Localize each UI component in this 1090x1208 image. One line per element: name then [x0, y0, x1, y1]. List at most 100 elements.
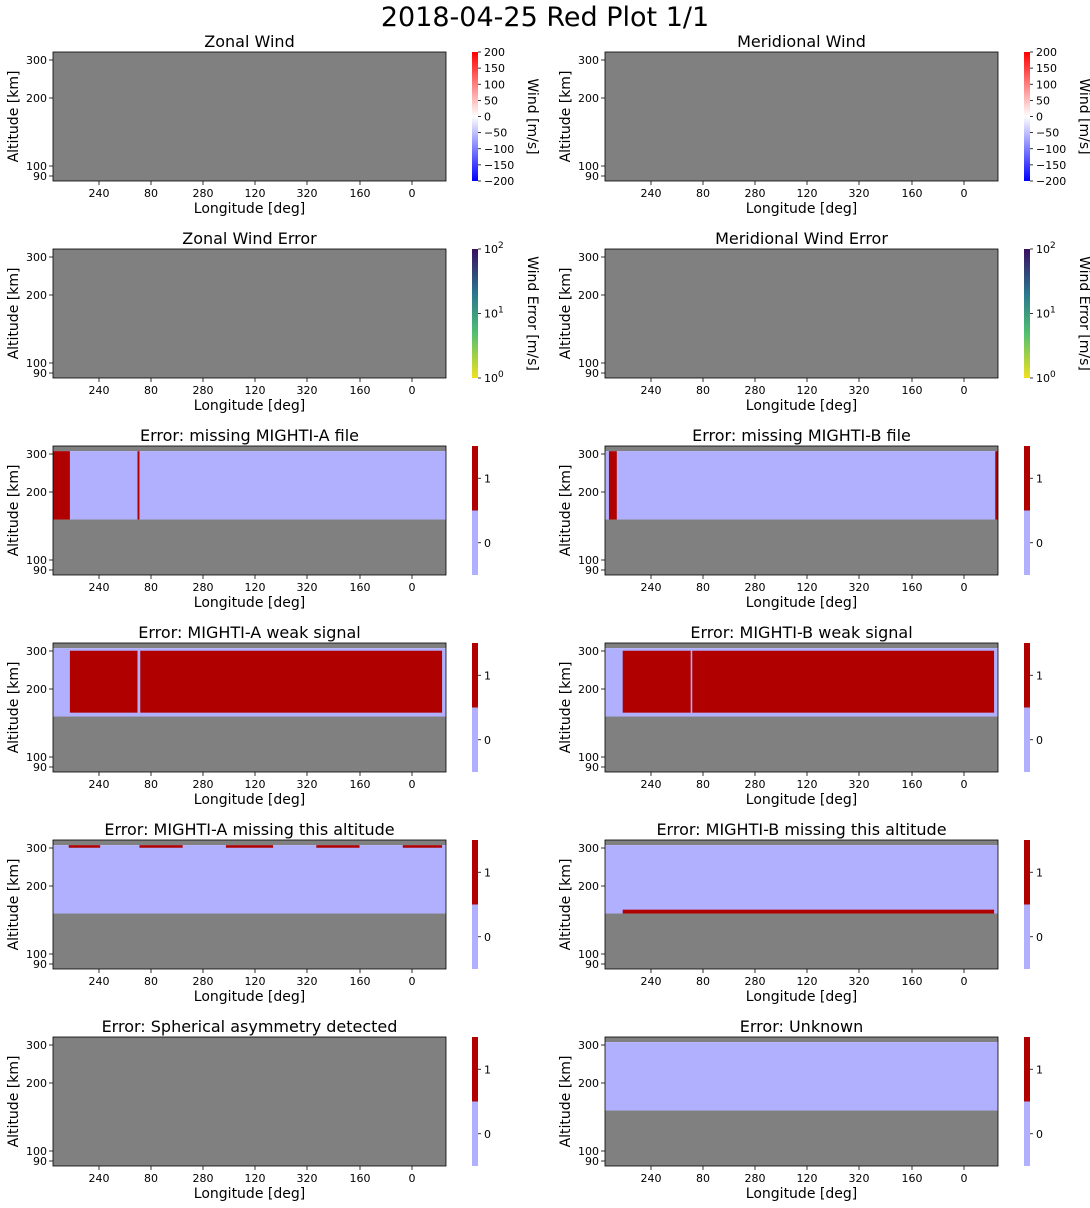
nodata-region: [605, 52, 998, 181]
y-tick-label: 90: [33, 761, 47, 774]
axes-frame: [604, 248, 999, 379]
x-tick-label: 160: [350, 975, 371, 988]
y-tick-label: 200: [26, 880, 47, 893]
y-tick-label: 200: [578, 486, 599, 499]
y-tick-label: 300: [26, 448, 47, 461]
colorbar-tick-label: 0: [1036, 111, 1043, 124]
colorbar-tick-label: 50: [1036, 94, 1050, 107]
x-tick-label: 80: [696, 581, 710, 594]
y-tick-label: 100: [578, 1145, 599, 1158]
x-tick-label: 160: [902, 778, 923, 791]
x-tick-label: 80: [696, 975, 710, 988]
flag-one-region: [402, 845, 443, 848]
x-tick-label: 240: [89, 384, 110, 397]
y-tick-label: 300: [26, 1039, 47, 1052]
x-tick-label: 160: [902, 187, 923, 200]
nodata-band: [605, 716, 998, 772]
y-axis-label: Altitude [km]: [6, 1056, 22, 1148]
y-axis-label: Altitude [km]: [6, 465, 22, 557]
x-tick-label: 280: [745, 187, 766, 200]
y-tick-label: 100: [26, 948, 47, 961]
y-tick-label: 200: [26, 92, 47, 105]
colorbar-tick-label: 102: [484, 241, 504, 256]
colorbar-tick-label: −200: [484, 175, 514, 188]
x-tick-label: 160: [350, 581, 371, 594]
panel-meridional-wind-error: Meridional Wind Error 240 80 280 120 320 160 0 3…: [558, 229, 1090, 414]
colorbar-tick-label: 200: [484, 46, 505, 59]
x-tick-label: 160: [350, 384, 371, 397]
x-tick-label: 120: [245, 778, 266, 791]
x-tick-label: 320: [297, 1172, 318, 1185]
nodata-region: [53, 1037, 446, 1166]
nodata-band: [605, 840, 998, 846]
y-tick-label: 200: [26, 683, 47, 696]
x-tick-label: 320: [849, 384, 870, 397]
y-tick-label: 300: [26, 842, 47, 855]
flag-zero-region: [605, 1042, 998, 1111]
panel-title: Meridional Wind Error: [715, 229, 888, 248]
flag-zero-region: [53, 845, 446, 914]
nodata-band: [53, 519, 446, 575]
y-tick-label: 200: [26, 1077, 47, 1090]
colorbar-tick-label: −100: [1036, 143, 1066, 156]
x-axis-label: Longitude [deg]: [746, 792, 857, 808]
colorbar-tick-label: 1: [1036, 669, 1043, 682]
nodata-band: [53, 446, 446, 452]
panel-mighti-b-weak: Error: MIGHTI-B weak signal 240 80 280 120 32…: [558, 623, 1043, 808]
axes-frame: [52, 51, 447, 182]
colorbar-label: Wind [m/s]: [524, 78, 540, 154]
x-tick-label: 280: [745, 581, 766, 594]
y-axis-label: Altitude [km]: [6, 662, 22, 754]
colorbar-label: Wind [m/s]: [1076, 78, 1090, 154]
axes-frame: [604, 642, 999, 773]
colorbar-label: Wind Error [m/s]: [1076, 256, 1090, 371]
colorbar-tick-label: 101: [1036, 306, 1056, 321]
colorbar-tick-label: 1: [484, 866, 491, 879]
nodata-band: [605, 643, 998, 649]
x-tick-label: 280: [745, 975, 766, 988]
x-axis-label: Longitude [deg]: [194, 989, 305, 1005]
y-axis-label: Altitude [km]: [558, 268, 574, 360]
colorbar-segment-one: [472, 840, 478, 905]
nodata-band: [605, 446, 998, 452]
flag-one-region: [139, 845, 183, 848]
x-tick-label: 80: [696, 187, 710, 200]
y-tick-label: 90: [33, 564, 47, 577]
colorbar: [1024, 52, 1030, 181]
colorbar-segment-one: [472, 643, 478, 708]
x-tick-label: 240: [89, 1172, 110, 1185]
x-tick-label: 160: [902, 384, 923, 397]
panel-title: Zonal Wind Error: [182, 229, 317, 248]
y-axis-label: Altitude [km]: [6, 71, 22, 163]
x-tick-label: 80: [696, 384, 710, 397]
y-tick-label: 200: [578, 92, 599, 105]
x-tick-label: 120: [245, 581, 266, 594]
x-tick-label: 320: [297, 975, 318, 988]
flag-one-region: [995, 451, 998, 520]
colorbar-tick-label: 200: [1036, 46, 1057, 59]
x-tick-label: 120: [245, 187, 266, 200]
x-tick-label: 160: [902, 581, 923, 594]
flag-one-region: [608, 451, 617, 520]
flag-one-region: [692, 650, 995, 713]
nodata-band: [605, 913, 998, 969]
colorbar-tick-label: −100: [484, 143, 514, 156]
colorbar-segment-zero: [1024, 510, 1030, 575]
x-tick-label: 0: [961, 778, 968, 791]
y-tick-label: 90: [585, 170, 599, 183]
x-tick-label: 280: [193, 778, 214, 791]
y-axis-label: Altitude [km]: [558, 1056, 574, 1148]
x-tick-label: 120: [245, 384, 266, 397]
axes-frame: [52, 248, 447, 379]
panel-spherical-asymmetry: Error: Spherical asymmetry detected 240 80…: [6, 1017, 491, 1202]
x-axis-label: Longitude [deg]: [194, 1186, 305, 1202]
panel-title: Error: missing MIGHTI-B file: [692, 426, 911, 445]
y-axis-label: Altitude [km]: [558, 662, 574, 754]
x-tick-label: 160: [902, 1172, 923, 1185]
y-tick-label: 100: [578, 751, 599, 764]
y-tick-label: 300: [578, 251, 599, 264]
flag-one-region: [68, 845, 101, 848]
x-tick-label: 320: [849, 975, 870, 988]
